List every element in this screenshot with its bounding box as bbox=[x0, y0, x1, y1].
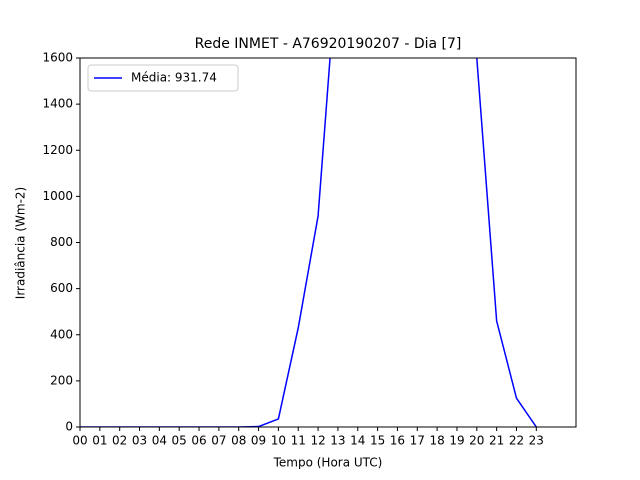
y-tick-label: 600 bbox=[50, 281, 73, 295]
x-tick-label: 21 bbox=[489, 434, 504, 448]
axes-frame bbox=[79, 57, 577, 428]
legend-box bbox=[87, 64, 239, 92]
y-tick-label: 800 bbox=[50, 235, 73, 249]
x-tick-label: 08 bbox=[231, 434, 246, 448]
y-axis-label: Irradiância (Wm-2) bbox=[14, 187, 28, 299]
x-tick-label: 03 bbox=[132, 434, 147, 448]
x-tick-label: 02 bbox=[112, 434, 127, 448]
x-tick-label: 00 bbox=[72, 434, 87, 448]
x-tick-label: 14 bbox=[350, 434, 365, 448]
x-tick-label: 15 bbox=[370, 434, 385, 448]
x-tick-label: 22 bbox=[509, 434, 524, 448]
y-tick-label: 1400 bbox=[42, 97, 73, 111]
x-tick-label: 23 bbox=[529, 434, 544, 448]
y-tick-label: 400 bbox=[50, 327, 73, 341]
x-tick-label: 07 bbox=[211, 434, 226, 448]
x-tick-label: 10 bbox=[271, 434, 286, 448]
x-tick-label: 05 bbox=[172, 434, 187, 448]
y-tick-label: 0 bbox=[65, 420, 73, 434]
x-tick-label: 19 bbox=[449, 434, 464, 448]
x-tick-label: 09 bbox=[251, 434, 266, 448]
x-tick-label: 04 bbox=[152, 434, 167, 448]
x-tick-label: 01 bbox=[92, 434, 107, 448]
x-tick-label: 13 bbox=[330, 434, 345, 448]
y-tick-label: 200 bbox=[50, 373, 73, 387]
legend-label: Média: 931.74 bbox=[131, 71, 217, 85]
x-tick-label: 06 bbox=[191, 434, 206, 448]
line-series bbox=[80, 58, 537, 427]
x-tick-label: 16 bbox=[390, 434, 405, 448]
x-tick-label: 20 bbox=[469, 434, 484, 448]
x-tick-label: 18 bbox=[429, 434, 444, 448]
x-tick-label: 12 bbox=[310, 434, 325, 448]
x-tick-label: 11 bbox=[291, 434, 306, 448]
x-tick-label: 17 bbox=[410, 434, 425, 448]
y-tick-label: 1600 bbox=[42, 51, 73, 65]
x-axis-label: Tempo (Hora UTC) bbox=[273, 456, 383, 470]
legend: Média: 931.74 bbox=[87, 64, 239, 92]
y-tick-label: 1000 bbox=[42, 189, 73, 203]
plot-area bbox=[80, 58, 576, 427]
y-tick-label: 1200 bbox=[42, 143, 73, 157]
chart-title: Rede INMET - A76920190207 - Dia [7] bbox=[195, 36, 462, 52]
